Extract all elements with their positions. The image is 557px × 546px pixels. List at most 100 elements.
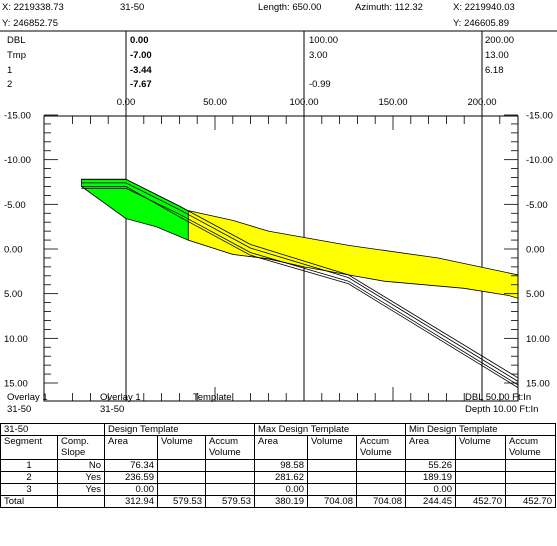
cell-min-accum — [505, 483, 556, 496]
cell-min-volume — [455, 459, 506, 472]
dbl-value-100: 100.00 — [309, 35, 339, 46]
header-max-volume: Volume — [307, 435, 357, 460]
header-min-accum: Accum Volume — [505, 435, 556, 460]
section-azimuth: Azimuth: 112.32 — [355, 2, 423, 13]
cell-comp — [57, 495, 105, 508]
cell-min-volume: 452.70 — [455, 495, 506, 508]
cell-comp: Yes — [57, 471, 105, 484]
table-column-header: Segment Comp. Slope Area Volume Accum Volu… — [0, 435, 556, 460]
cell-min-accum — [505, 471, 556, 484]
header-accum: Accum — [509, 436, 539, 448]
cell-design-area: 236.59 — [104, 471, 158, 484]
header-max-area: Area — [254, 435, 308, 460]
header-comp-slope: Comp. Slope — [57, 435, 105, 460]
y-tick-label-right: 5.00 — [526, 289, 545, 300]
cell-min-accum — [505, 459, 556, 472]
fill-area — [187, 210, 518, 299]
y-tick-label-left: 5.00 — [4, 289, 23, 300]
x-tick-label: 100.00 — [289, 97, 318, 108]
cell-min-area: 0.00 — [405, 483, 456, 496]
cell-min-accum: 452.70 — [505, 495, 556, 508]
cell-design-area: 76.34 — [104, 459, 158, 472]
dbl-scale-label: DBL 50.00 Ft:In — [465, 392, 532, 403]
x-tick-label: 200.00 — [467, 97, 496, 108]
y-tick-label-left: 10.00 — [4, 334, 28, 345]
header-min-volume: Volume — [455, 435, 506, 460]
plot-frame — [43, 115, 519, 402]
header-design-area: Area — [104, 435, 158, 460]
cell-design-accum: 579.53 — [205, 495, 255, 508]
table-group-header: 31-50 Design Template Max Design Templat… — [0, 423, 556, 436]
y-tick-label-left: 0.00 — [4, 245, 23, 256]
group-design-template: Design Template — [104, 423, 255, 436]
overlay-label-left: Overlay 1 — [7, 392, 48, 403]
cell-segment: 3 — [0, 483, 58, 496]
y-tick-label-right: -5.00 — [526, 200, 548, 211]
y-tick-label-right: -10.00 — [526, 155, 553, 166]
section-length: Length: 650.00 — [258, 2, 322, 13]
cell-design-volume: 579.53 — [157, 495, 206, 508]
cell-design-accum — [205, 459, 255, 472]
section-line-2 — [81, 182, 518, 382]
overlay-label-mid: Overlay 1 — [100, 392, 141, 403]
cell-min-volume — [455, 483, 506, 496]
cell-max-area: 380.19 — [254, 495, 308, 508]
table-total-row: Total 312.94 579.53 579.53 380.19 704.08… — [0, 495, 556, 508]
cell-comp: No — [57, 459, 105, 472]
x-tick-label: 0.00 — [117, 97, 136, 108]
line2-value-0: -7.67 — [130, 79, 152, 90]
cell-comp: Yes — [57, 483, 105, 496]
cell-max-accum — [356, 483, 406, 496]
start-y-coordinate: Y: 246852.75 — [2, 18, 58, 29]
cell-max-volume — [307, 459, 357, 472]
cell-design-area: 312.94 — [104, 495, 158, 508]
cell-min-area: 55.26 — [405, 459, 456, 472]
section-line-3 — [81, 187, 518, 386]
line2-value-100: -0.99 — [309, 79, 331, 90]
volume-table: 31-50 Design Template Max Design Templat… — [0, 423, 556, 508]
cell-total-label: Total — [0, 495, 58, 508]
table-section: 31-50 — [0, 423, 105, 436]
end-x-coordinate: X: 2219940.03 — [453, 2, 515, 13]
y-tick-label-right: 15.00 — [526, 379, 550, 390]
table-row: 3 Yes 0.00 0.00 0.00 — [0, 483, 556, 496]
cell-segment: 2 — [0, 471, 58, 484]
header-accum: Accum — [360, 436, 390, 448]
cell-max-area: 98.58 — [254, 459, 308, 472]
legend-name-tmp: Tmp — [7, 50, 26, 61]
y-tick-label-left: -5.00 — [4, 200, 26, 211]
header-design-volume: Volume — [157, 435, 206, 460]
cell-max-volume — [307, 483, 357, 496]
cell-min-area: 189.19 — [405, 471, 456, 484]
group-max-template: Max Design Template — [254, 423, 406, 436]
header-comp: Comp. — [61, 436, 89, 448]
depth-scale-label: Depth 10.00 Ft:In — [465, 404, 539, 415]
legend-name-1: 1 — [7, 65, 13, 76]
cell-design-volume — [157, 483, 206, 496]
template-label: Template — [193, 392, 232, 403]
cross-section-chart: 0.00 50.00 100.00 150.00 200.00 -15.00 -15.00 -… — [0, 30, 557, 402]
cell-design-area: 0.00 — [104, 483, 158, 496]
header-accum-volume: Volume — [509, 447, 541, 458]
section-line-1 — [81, 178, 518, 379]
header-design-accum: Accum Volume — [205, 435, 255, 460]
cell-design-volume — [157, 471, 206, 484]
dbl-value-0: 0.00 — [130, 35, 149, 46]
cell-max-area: 281.62 — [254, 471, 308, 484]
header-accum-volume: Volume — [360, 447, 392, 458]
header-accum-volume: Volume — [209, 447, 241, 458]
dbl-value-200: 200.00 — [485, 35, 515, 46]
header-accum: Accum — [209, 436, 239, 448]
y-tick-label-left: -15.00 — [4, 111, 31, 122]
cell-max-area: 0.00 — [254, 483, 308, 496]
header-segment: Segment — [0, 435, 58, 460]
group-min-template: Min Design Template — [405, 423, 556, 436]
x-tick-label: 150.00 — [378, 97, 407, 108]
y-tick-label-right: 0.00 — [526, 245, 545, 256]
cell-min-volume — [455, 471, 506, 484]
line1-value-0: -3.44 — [130, 65, 152, 76]
cell-design-accum — [205, 483, 255, 496]
cell-min-area: 244.45 — [405, 495, 456, 508]
table-row: 2 Yes 236.59 281.62 189.19 — [0, 471, 556, 484]
cell-max-volume — [307, 471, 357, 484]
